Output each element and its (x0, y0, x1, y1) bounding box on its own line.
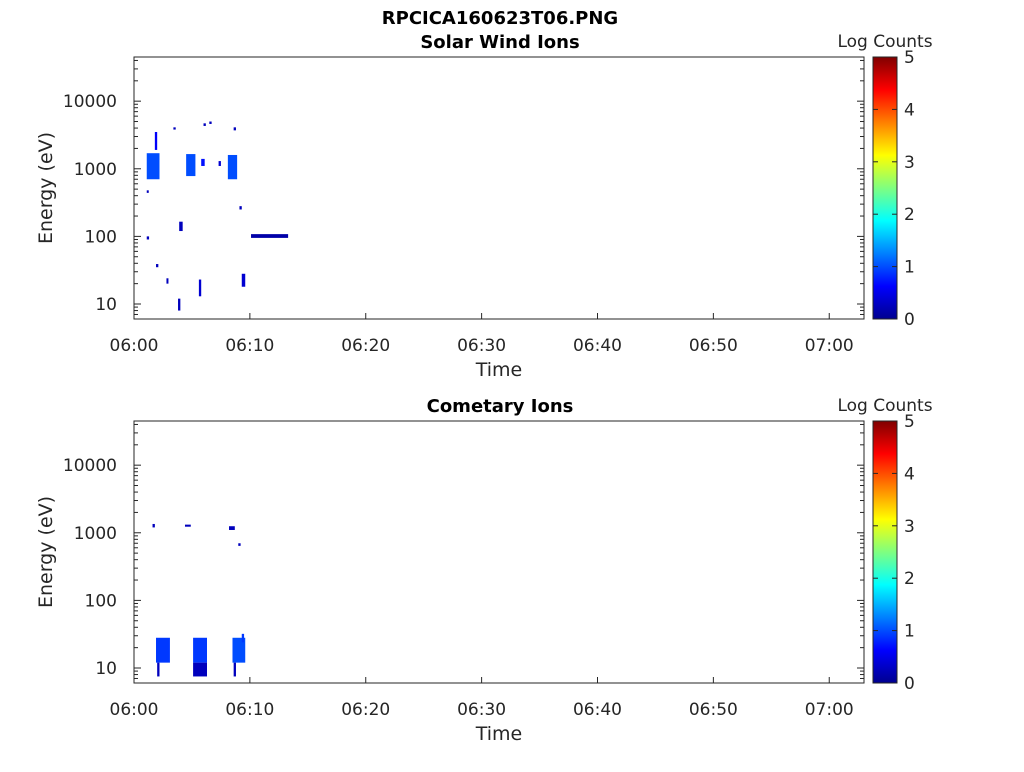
heatmap-cell (201, 158, 205, 166)
heatmap-cell (233, 127, 236, 131)
heatmap-cell (173, 127, 176, 130)
heatmap-cell (146, 236, 150, 240)
heatmap-cell (229, 526, 235, 530)
heatmap-cell (179, 221, 183, 232)
y-tick-label: 10 (95, 659, 117, 679)
colorbar-label: Log Counts (837, 396, 932, 416)
x-tick-label: 06:50 (689, 700, 738, 720)
heatmap-cell (156, 637, 170, 663)
colorbar (873, 421, 897, 683)
y-tick-label: 10000 (63, 92, 117, 112)
heatmap-cell (203, 123, 206, 126)
x-tick-label: 06:00 (110, 700, 159, 720)
colorbar-label: Log Counts (837, 32, 932, 52)
x-tick-label: 06:10 (225, 700, 274, 720)
panel-title: Solar Wind Ions (420, 32, 579, 53)
plot-frame (133, 420, 865, 684)
heatmap-cell (166, 278, 169, 284)
heatmap-cell (209, 121, 212, 124)
colorbar-tick-label: 1 (904, 622, 915, 642)
colorbar-tick-label: 3 (904, 517, 915, 537)
y-tick-label: 100 (85, 591, 117, 611)
colorbar-tick-label: 4 (904, 464, 915, 484)
x-tick-label: 06:20 (341, 700, 390, 720)
colorbar (873, 57, 897, 319)
heatmap-cell (227, 154, 238, 180)
colorbar-tick-label: 5 (904, 48, 915, 68)
x-tick-label: 06:40 (573, 700, 622, 720)
heatmap-cell (184, 524, 191, 527)
y-tick-label: 100 (85, 227, 117, 247)
heatmap-cell (146, 153, 160, 180)
y-tick-label: 1000 (74, 524, 117, 544)
heatmap-cell (186, 154, 196, 177)
colorbar-tick-label: 3 (904, 153, 915, 173)
x-tick-label: 06:40 (573, 336, 622, 356)
y-tick-label: 10000 (63, 456, 117, 476)
y-tick-label: 1000 (74, 160, 117, 180)
x-tick-label: 06:00 (110, 336, 159, 356)
heatmap-cell (157, 662, 160, 677)
heatmap-cell (238, 543, 241, 546)
panel-2: 06:00 06:10 06:20 06:30 06:40 06:50 07:0010100… (35, 396, 933, 745)
x-tick-label: 06:10 (225, 336, 274, 356)
plot-frame (133, 56, 865, 320)
figure-title: RPCICA160623T06.PNG (382, 8, 618, 29)
colorbar-tick-label: 4 (904, 100, 915, 120)
heatmap-cell (233, 662, 236, 677)
colorbar-tick-label: 2 (904, 569, 915, 589)
heatmap-cell (239, 206, 242, 210)
colorbar-frame (872, 420, 898, 684)
x-tick-label: 06:30 (457, 700, 506, 720)
heatmap-cell (193, 662, 207, 677)
y-axis-label: Energy (eV) (35, 132, 57, 244)
heatmap-cell (241, 633, 245, 643)
y-axis-label: Energy (eV) (35, 496, 57, 608)
heatmap-cell (178, 298, 181, 311)
heatmap-cell (152, 523, 155, 528)
heatmap-cell (154, 131, 158, 150)
heatmap-cell (218, 161, 221, 166)
heatmap-cell (232, 637, 246, 663)
x-tick-label: 06:20 (341, 336, 390, 356)
y-tick-label: 10 (95, 295, 117, 315)
heatmap-cell (156, 264, 159, 268)
x-tick-label: 07:00 (805, 700, 854, 720)
heatmap-cell (198, 279, 202, 297)
colorbar-tick-label: 5 (904, 412, 915, 432)
x-axis-label: Time (475, 723, 523, 745)
panel-1: 06:00 06:10 06:20 06:30 06:40 06:50 07:0010100… (35, 32, 933, 381)
heatmap-cell (193, 637, 207, 663)
colorbar-tick-label: 0 (904, 310, 915, 330)
heatmap-cell (146, 190, 149, 193)
panel-title: Cometary Ions (427, 396, 574, 417)
colorbar-tick-label: 2 (904, 205, 915, 225)
colorbar-tick-label: 0 (904, 674, 915, 694)
heatmap-cell (241, 273, 246, 287)
colorbar-tick-label: 1 (904, 258, 915, 278)
x-tick-label: 06:50 (689, 336, 738, 356)
x-axis-label: Time (475, 359, 523, 381)
heatmap-cell (251, 234, 289, 238)
x-tick-label: 07:00 (805, 336, 854, 356)
x-tick-label: 06:30 (457, 336, 506, 356)
colorbar-frame (872, 56, 898, 320)
